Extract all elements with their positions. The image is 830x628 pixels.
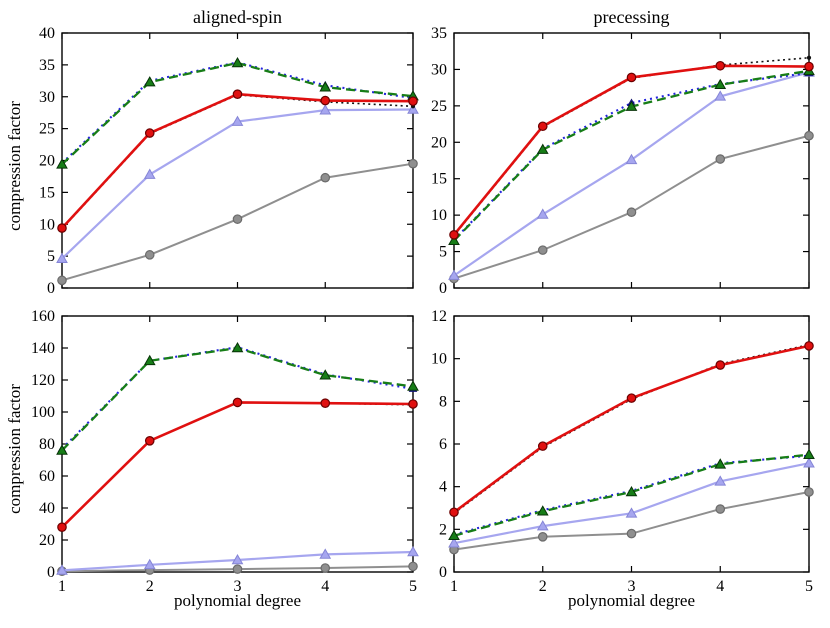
red-solid-circles-markers [57, 89, 418, 233]
x-tick-label: 4 [716, 578, 724, 595]
gray-solid-circles-markers [449, 130, 814, 284]
blue-dashdot-triangles-line [61, 61, 414, 164]
gray-solid-circles-markers [449, 487, 814, 555]
y-tick-label: 80 [39, 436, 55, 453]
x-tick-label: 5 [805, 578, 813, 595]
x-tick-label: 5 [409, 578, 417, 595]
axes-frame [61, 315, 414, 573]
subplot-title-aligned-spin: aligned-spin [193, 7, 282, 27]
x-axis-label-bottom-right: polynomial degree [568, 591, 695, 610]
y-tick-label: 40 [39, 500, 55, 517]
x-tick-label: 4 [321, 578, 329, 595]
red-solid-circles-markers [449, 60, 814, 240]
y-tick-label: 35 [431, 25, 447, 42]
x-tick-label: 1 [58, 578, 66, 595]
x-tick-label: 3 [234, 578, 242, 595]
y-tick-label: 0 [47, 280, 55, 297]
lightblue-solid-triangles-markers [448, 457, 815, 548]
y-tick-label: 20 [39, 532, 55, 549]
y-tick-label: 0 [439, 564, 447, 581]
blue-dashdot-triangles-markers [57, 342, 418, 452]
y-tick-label: 10 [431, 351, 447, 368]
lightblue-solid-triangles-markers [56, 545, 419, 575]
black-dotted-dots-markers [59, 400, 416, 530]
y-tick-label: 12 [431, 308, 447, 325]
red-solid-circles-line [61, 401, 414, 529]
x-tick-label: 3 [628, 578, 636, 595]
y-tick-label: 10 [39, 216, 55, 233]
blue-dashdot-triangles-markers [57, 57, 418, 167]
x-tick-label: 1 [450, 578, 458, 595]
black-dotted-dots-line [61, 401, 414, 528]
subplot-top-right: 0 5 10 15 20 25 30 35 [431, 25, 815, 297]
axes-frame [61, 32, 414, 289]
y-tick-label: 0 [47, 564, 55, 581]
green-dashed-triangles-markers [56, 56, 419, 169]
y-tick-label: 15 [39, 184, 55, 201]
y-tick-label: 30 [39, 89, 55, 106]
y-tick-label: 8 [439, 393, 447, 410]
y-axis-label-top-left: compression factor [5, 101, 24, 231]
y-tick-label: 100 [31, 404, 55, 421]
green-dashed-triangles-markers [56, 341, 419, 455]
subplot-top-left: 0 5 10 15 20 25 30 35 40 [39, 25, 419, 297]
x-tick-label: 2 [146, 578, 154, 595]
x-tick-label: 2 [539, 578, 547, 595]
y-tick-label: 4 [439, 479, 447, 496]
y-tick-label: 10 [431, 207, 447, 224]
subplots-group: 0510152025303540051015202530350204060801… [31, 25, 815, 595]
y-tick-label: 160 [31, 308, 55, 325]
y-tick-label: 20 [431, 134, 447, 151]
y-tick-label: 2 [439, 521, 447, 538]
y-tick-label: 25 [39, 121, 55, 138]
gray-solid-circles-markers [57, 158, 418, 286]
red-solid-circles-markers [449, 341, 814, 518]
y-tick-label: 30 [431, 61, 447, 78]
y-tick-label: 5 [439, 244, 447, 261]
y-tick-label: 40 [39, 25, 55, 42]
x-axis-label-bottom-left: polynomial degree [174, 591, 301, 610]
y-tick-label: 15 [431, 171, 447, 188]
y-tick-label: 60 [39, 468, 55, 485]
y-tick-label: 120 [31, 372, 55, 389]
y-tick-label: 35 [39, 57, 55, 74]
y-tick-label: 5 [47, 248, 55, 265]
y-tick-label: 20 [39, 153, 55, 170]
y-axis-label-bottom-left: compression factor [5, 384, 24, 514]
y-tick-label: 0 [439, 280, 447, 297]
green-dashed-triangles-line [61, 61, 414, 166]
y-tick-label: 140 [31, 340, 55, 357]
y-tick-label: 6 [439, 436, 447, 453]
lightblue-solid-triangles-markers [56, 103, 419, 263]
y-tick-label: 25 [431, 98, 447, 115]
green-dashed-triangles-markers [448, 448, 815, 541]
subplot-title-precessing: precessing [594, 7, 670, 27]
subplot-bottom-left: 0 20 40 60 80 100 120 140 160 1 2 3 4 5 [31, 308, 419, 595]
red-solid-circles-markers [57, 397, 418, 532]
lightblue-solid-triangles-line [61, 108, 414, 260]
